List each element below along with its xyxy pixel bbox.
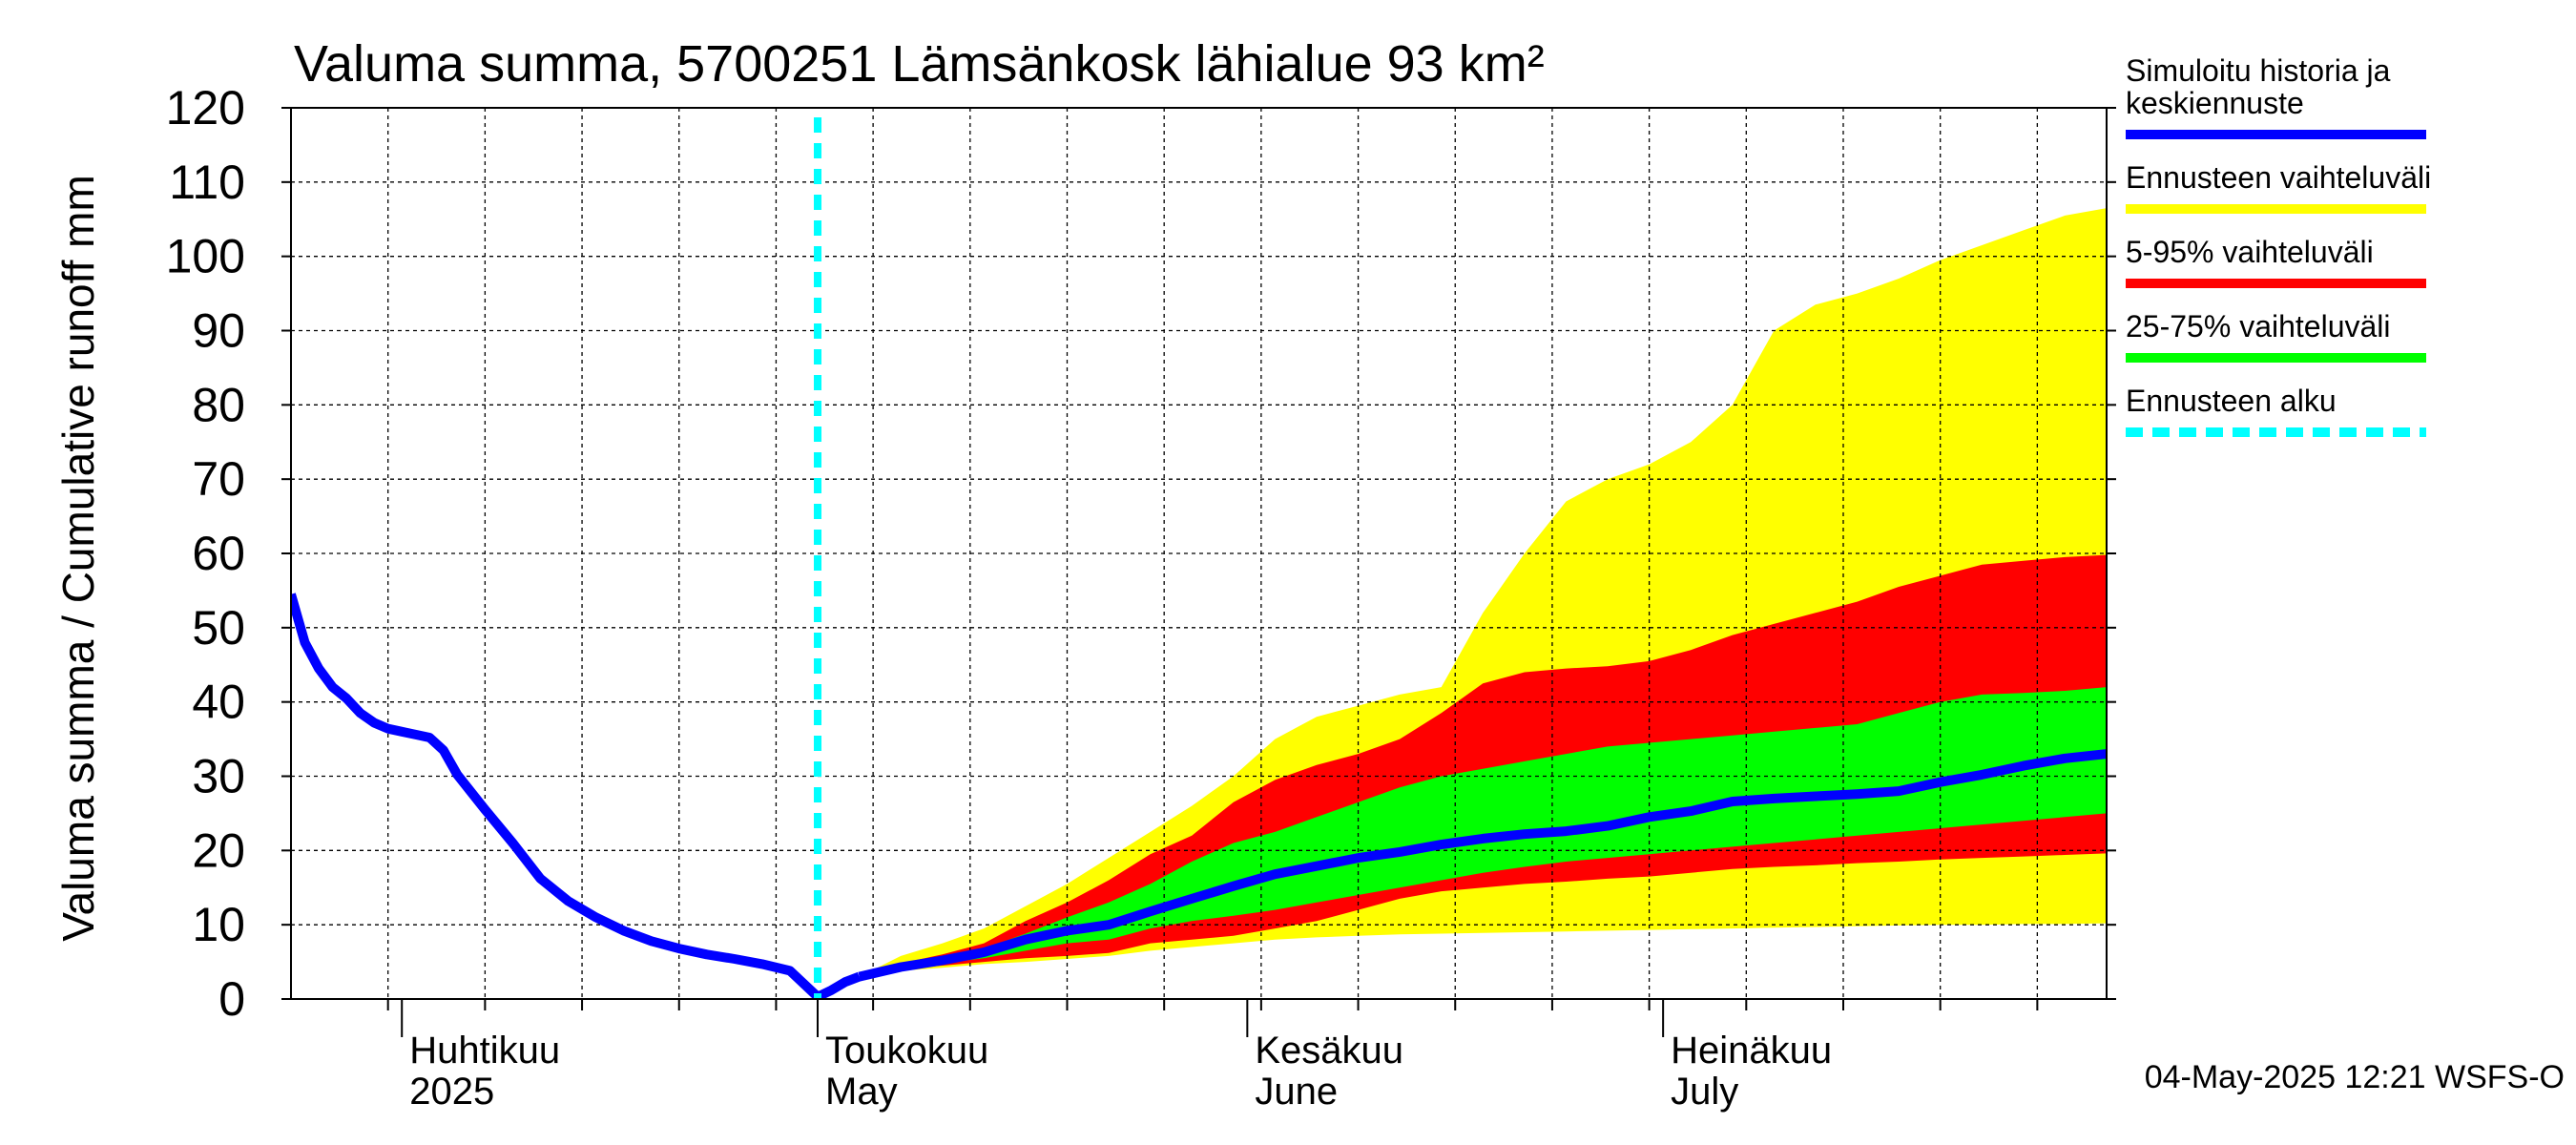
x-month-sublabel: May bbox=[825, 1071, 898, 1113]
y-tick-label: 0 bbox=[218, 972, 245, 1026]
x-month-sublabel: July bbox=[1671, 1071, 1738, 1113]
legend-label: 5-95% vaihteluväli bbox=[2126, 235, 2374, 269]
x-month-label: Toukokuu bbox=[825, 1030, 988, 1072]
legend-label: Ennusteen vaihteluväli bbox=[2126, 160, 2431, 195]
y-tick-label: 80 bbox=[192, 378, 245, 431]
history-line bbox=[291, 593, 862, 999]
y-tick-label: 120 bbox=[166, 81, 245, 135]
legend-label: Ennusteen alku bbox=[2126, 384, 2337, 418]
y-tick-label: 20 bbox=[192, 823, 245, 877]
chart-title: Valuma summa, 5700251 Lämsänkosk lähialu… bbox=[294, 35, 1545, 93]
y-tick-label: 50 bbox=[192, 601, 245, 655]
legend-item: Ennusteen alku bbox=[2126, 384, 2426, 437]
x-month-sublabel: June bbox=[1255, 1071, 1338, 1113]
x-month-sublabel: 2025 bbox=[409, 1071, 494, 1113]
y-tick-label: 70 bbox=[192, 452, 245, 506]
grid-lines bbox=[291, 108, 2107, 999]
y-tick-label: 10 bbox=[192, 898, 245, 951]
y-tick-label: 60 bbox=[192, 527, 245, 580]
band-5-95 bbox=[859, 554, 2107, 977]
x-month-label: Huhtikuu bbox=[409, 1030, 560, 1072]
legend-item: 5-95% vaihteluväli bbox=[2126, 235, 2426, 288]
y-tick-label: 100 bbox=[166, 230, 245, 283]
plot-area: 0 10 20 30 40 50 60 70 80 90 100 110 120 Huhtikuu2025… bbox=[166, 81, 2116, 1113]
y-tick-label: 90 bbox=[192, 304, 245, 358]
legend-label: keskiennuste bbox=[2126, 86, 2304, 120]
y-tick-label: 110 bbox=[169, 156, 245, 209]
legend-label: 25-75% vaihteluväli bbox=[2126, 309, 2391, 344]
x-month-label: Kesäkuu bbox=[1255, 1030, 1403, 1072]
timestamp: 04-May-2025 12:21 WSFS-O bbox=[2145, 1059, 2565, 1095]
median-forecast-line bbox=[858, 749, 2107, 982]
y-axis-label: Valuma summa / Cumulative runoff mm bbox=[53, 175, 103, 942]
legend-label: Simuloitu historia ja bbox=[2126, 53, 2391, 88]
x-month-label: Heinäkuu bbox=[1671, 1030, 1832, 1072]
y-tick-label: 30 bbox=[192, 750, 245, 803]
y-tick-label: 40 bbox=[192, 676, 245, 729]
legend-item: 25-75% vaihteluväli bbox=[2126, 309, 2426, 363]
legend-item: Ennusteen vaihteluväli bbox=[2126, 160, 2431, 214]
